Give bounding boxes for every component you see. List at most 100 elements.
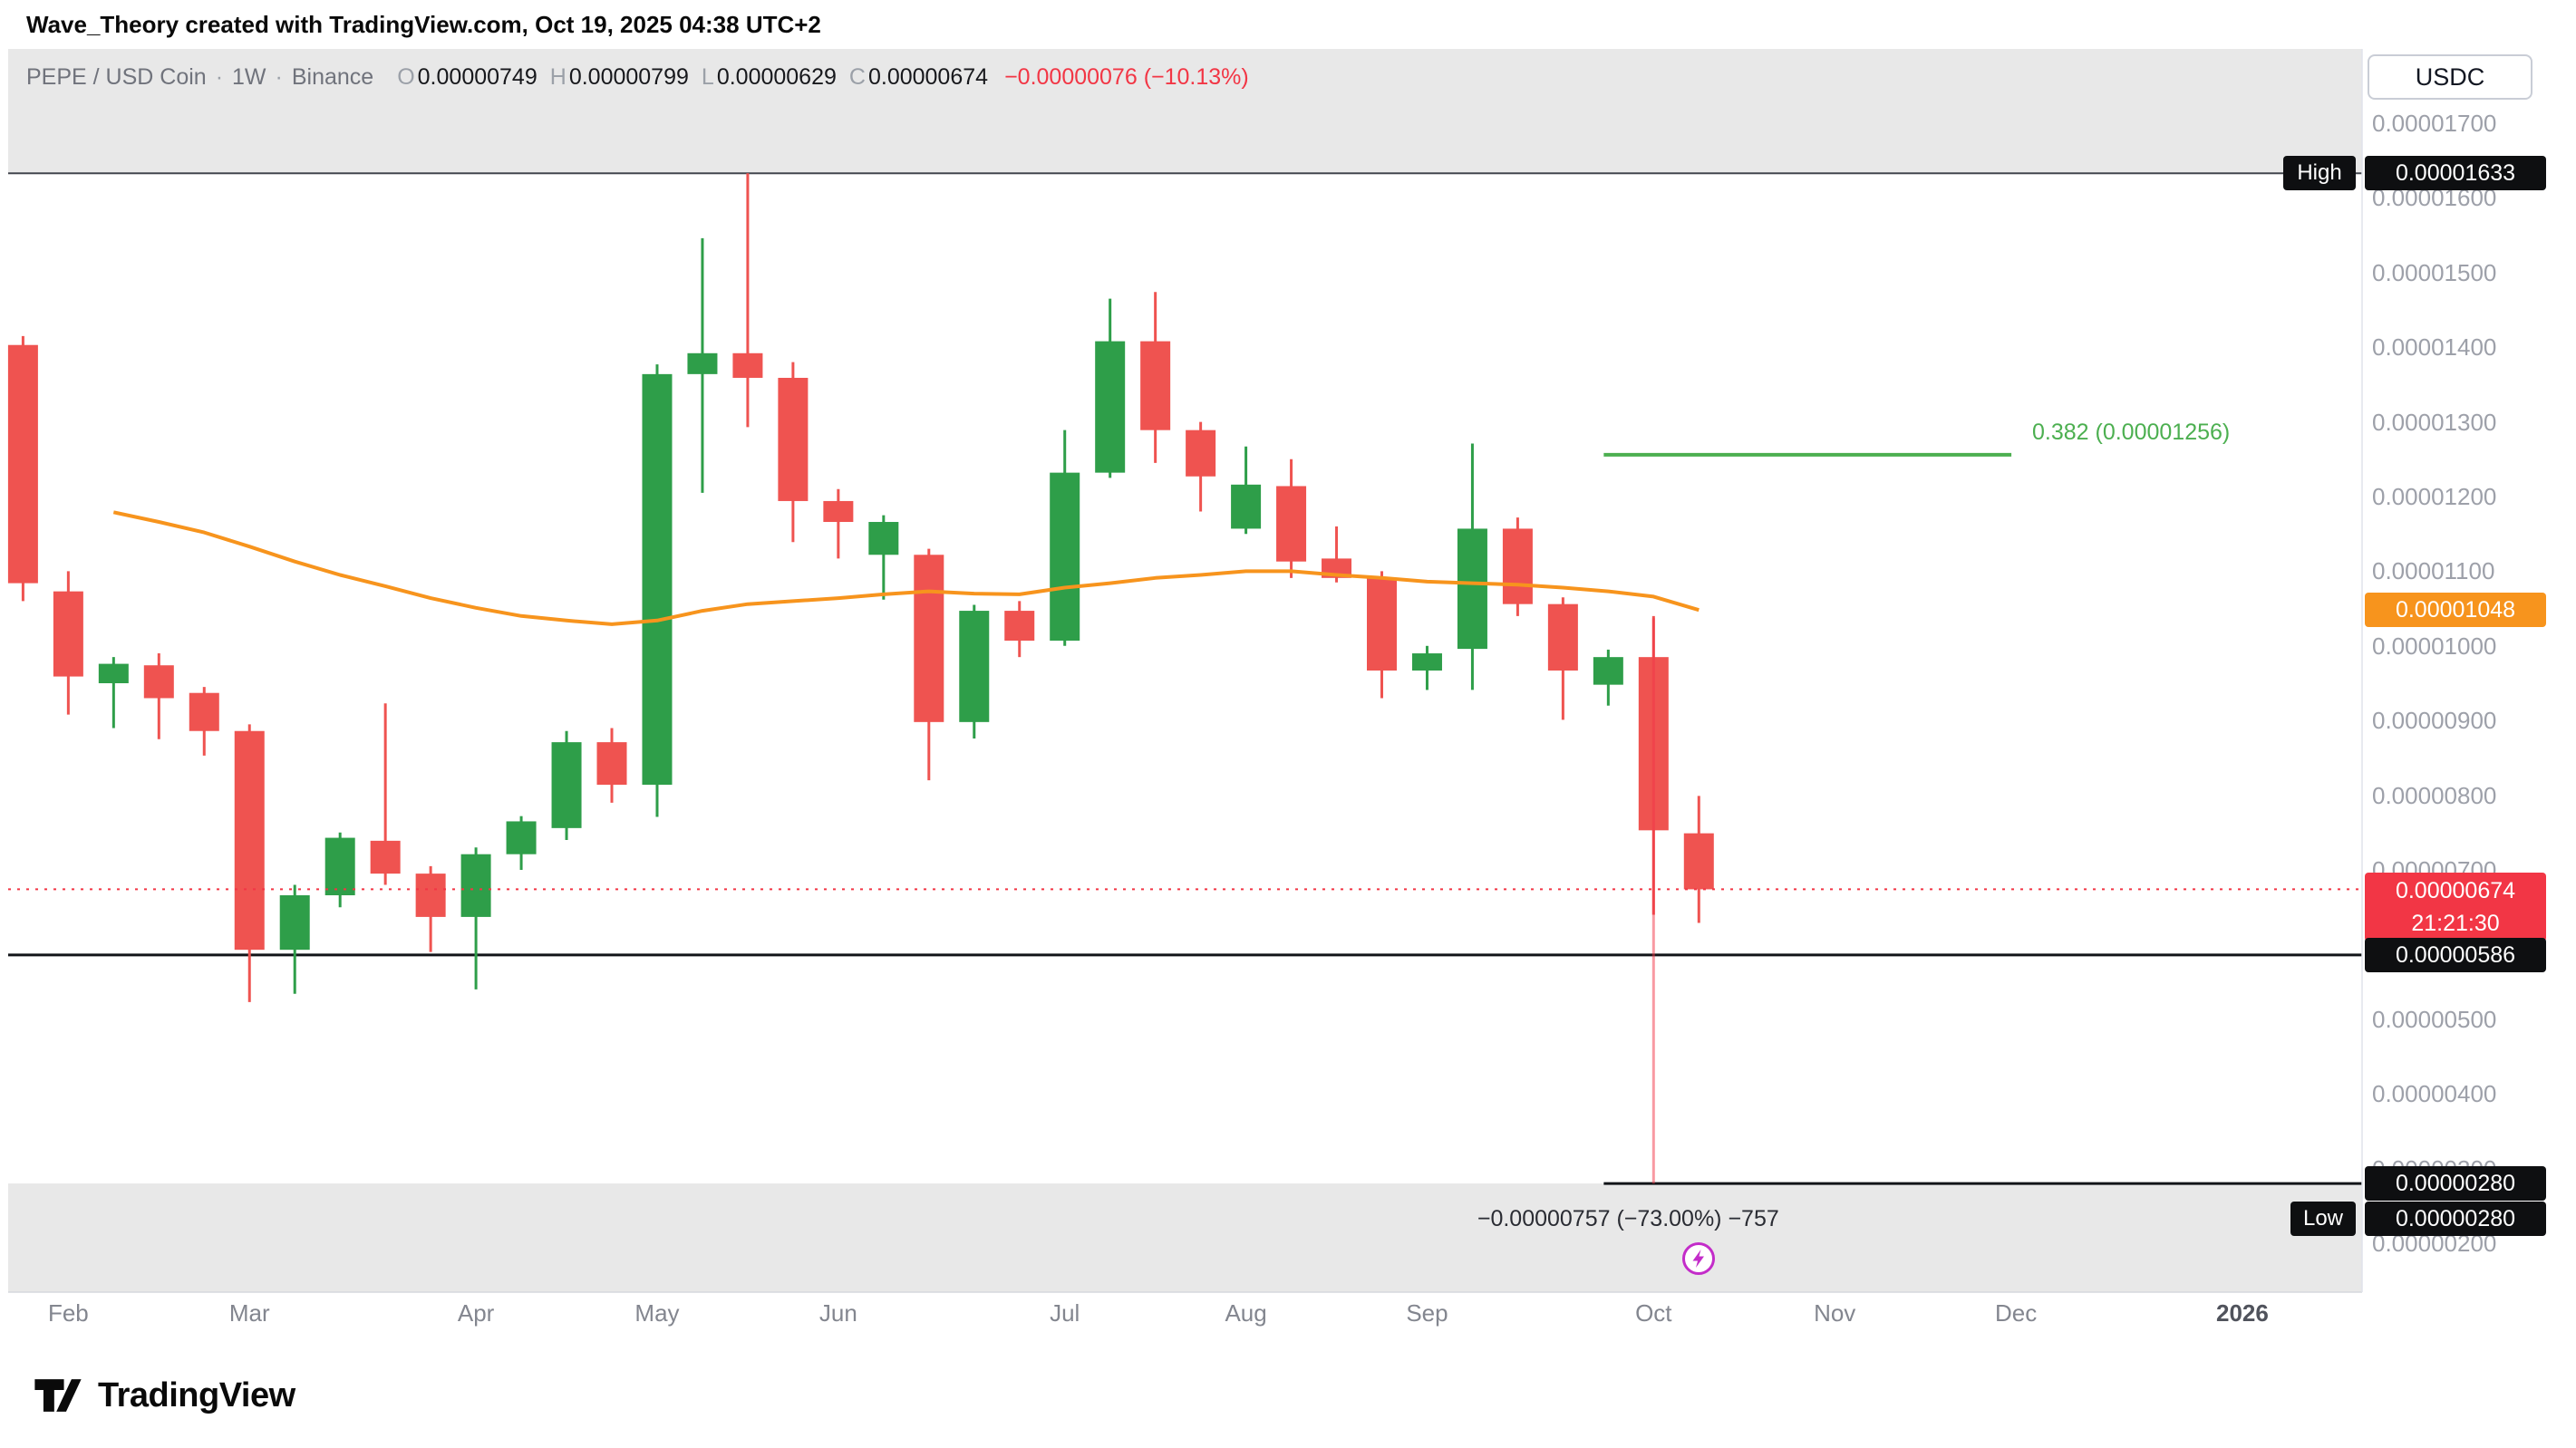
change-value: −0.00000076 (−10.13%) <box>1004 63 1249 90</box>
time-axis-label[interactable]: May <box>634 1299 680 1327</box>
measurement-label[interactable]: −0.00000757 (−73.00%) −757 <box>1477 1206 1779 1231</box>
candle-body <box>7 344 38 584</box>
price-axis-label[interactable]: 0.00001400 <box>2372 333 2497 362</box>
candle-body <box>823 500 854 523</box>
legend: PEPE / USD Coin · 1W · Binance O 0.00000749 H… <box>26 62 1249 92</box>
candle-body <box>642 373 673 786</box>
brand-text: TradingView <box>98 1376 295 1414</box>
candle-body <box>370 840 401 874</box>
candle-body <box>143 665 174 699</box>
fib-level-label[interactable]: 0.382 (0.00001256) <box>2032 419 2231 445</box>
high-price-badge: 0.00001633 <box>2365 156 2546 191</box>
candle-body <box>1186 430 1216 477</box>
candle-body <box>234 730 265 951</box>
candle-body <box>1367 577 1397 671</box>
candle-body <box>732 352 763 378</box>
bar-countdown: 21:21:30 <box>2411 911 2500 937</box>
last-price-badge: 0.00000674 21:21:30 <box>2365 873 2546 942</box>
separator-dot: · <box>215 63 224 90</box>
separator-dot: · <box>275 63 283 90</box>
ma-line[interactable] <box>112 510 1700 626</box>
candle-body <box>1095 341 1126 473</box>
candle-body <box>914 555 944 722</box>
time-axis-label[interactable]: Jul <box>1050 1299 1080 1327</box>
high-chip-badge: High <box>2283 156 2356 191</box>
candle-body <box>506 821 537 854</box>
low-label: L <box>701 63 714 90</box>
low-chip-badge: Low <box>2290 1202 2356 1237</box>
open-label: O <box>397 63 415 90</box>
support-price-badge: 0.00000586 <box>2365 937 2546 972</box>
candle-body <box>279 895 310 951</box>
close-label: C <box>848 63 866 90</box>
lightning-icon <box>1682 1242 1715 1275</box>
time-axis-label[interactable]: Sep <box>1406 1299 1448 1327</box>
high-label: H <box>549 63 567 90</box>
candle-body <box>53 591 83 677</box>
low-price-badge: 0.00000280 <box>2365 1202 2546 1237</box>
candle-body <box>868 522 899 555</box>
price-axis-label[interactable]: 0.00001500 <box>2372 258 2497 286</box>
low-value: 0.00000629 <box>716 63 837 90</box>
candle-body <box>1547 603 1578 671</box>
price-axis-label[interactable]: 0.00000500 <box>2372 1005 2497 1033</box>
candle-body <box>1231 484 1262 529</box>
measure-flash-icon[interactable] <box>1680 1240 1718 1278</box>
candle-body <box>596 742 627 786</box>
time-axis-label[interactable]: Oct <box>1635 1299 1672 1327</box>
ma-price-badge: 0.00001048 <box>2365 593 2546 628</box>
candle-body <box>1457 528 1487 650</box>
interval-label: 1W <box>232 63 266 90</box>
time-axis-label[interactable]: Mar <box>228 1299 270 1327</box>
price-axis-label[interactable]: 0.00001000 <box>2372 632 2497 660</box>
candle-body <box>1502 528 1533 604</box>
candle-body <box>1140 341 1171 430</box>
candle-body <box>959 611 990 722</box>
title-text: Wave_Theory created with TradingView.com… <box>26 11 821 38</box>
candle-body <box>1593 657 1623 685</box>
candle-body <box>189 692 219 731</box>
price-axis-label[interactable]: 0.00000900 <box>2372 707 2497 735</box>
candle-body <box>415 874 446 917</box>
low-line-price-badge: 0.00000280 <box>2365 1166 2546 1202</box>
candle-body <box>1276 486 1307 562</box>
price-axis-label[interactable]: 0.00000800 <box>2372 781 2497 809</box>
price-axis-label[interactable]: 0.00000400 <box>2372 1080 2497 1108</box>
candle-body <box>551 742 582 828</box>
ohlc-low: L 0.00000629 <box>702 64 849 91</box>
ohlc-close: C 0.00000674 <box>849 64 1001 91</box>
candle-body <box>687 352 718 374</box>
last-price-value: 0.00000674 <box>2395 878 2516 904</box>
symbol-title[interactable]: PEPE / USD Coin · 1W · Binance <box>26 64 373 91</box>
currency-button[interactable]: USDC <box>2368 54 2532 100</box>
price-axis-label[interactable]: 0.00001200 <box>2372 483 2497 510</box>
price-axis-label[interactable]: 0.00001700 <box>2372 110 2497 137</box>
tradingview-logo[interactable]: TradingView <box>33 1374 295 1417</box>
time-axis-label[interactable]: Nov <box>1814 1299 1856 1327</box>
time-axis-label[interactable]: Jun <box>818 1299 857 1327</box>
time-axis-label[interactable]: Feb <box>47 1299 89 1327</box>
close-value: 0.00000674 <box>867 63 989 90</box>
ohlc-high: H 0.00000799 <box>550 64 702 91</box>
title-bar: Wave_Theory created with TradingView.com… <box>0 0 2576 49</box>
time-axis-label[interactable]: Aug <box>1225 1299 1267 1327</box>
exchange-label: Binance <box>291 63 374 90</box>
time-axis-label[interactable]: 2026 <box>2216 1299 2269 1327</box>
symbol-name: PEPE / USD Coin <box>26 63 207 90</box>
candle-body <box>1050 472 1080 642</box>
time-axis-label[interactable]: Dec <box>1994 1299 2038 1327</box>
time-axis-label[interactable]: Apr <box>457 1299 495 1327</box>
price-range-band <box>8 173 2362 1184</box>
open-value: 0.00000749 <box>417 63 537 90</box>
candle-body <box>324 837 355 896</box>
price-axis-label[interactable]: 0.00001100 <box>2372 557 2495 585</box>
tradingview-mark-icon <box>34 1379 82 1412</box>
price-axis-label[interactable]: 0.00001300 <box>2372 408 2497 436</box>
candle-body <box>1004 611 1035 642</box>
ohlc-open: O 0.00000749 <box>397 64 550 91</box>
high-value: 0.00000799 <box>568 63 689 90</box>
candle-body <box>98 663 129 683</box>
